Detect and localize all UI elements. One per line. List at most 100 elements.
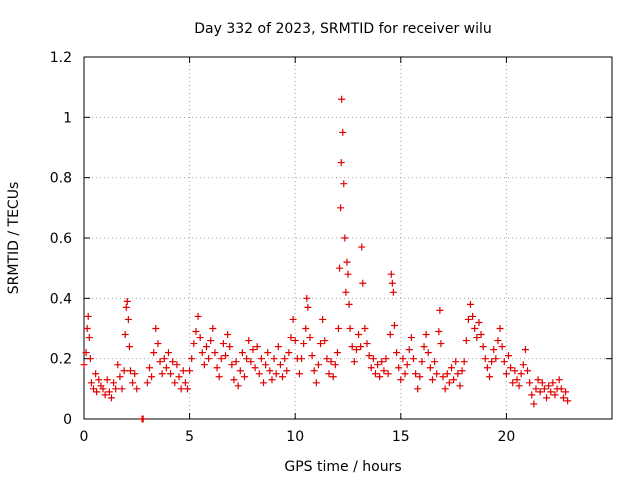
data-point — [260, 379, 268, 387]
data-point — [202, 343, 210, 351]
data-point — [435, 328, 443, 336]
data-point — [289, 315, 297, 323]
data-point — [169, 358, 177, 366]
data-point — [222, 352, 230, 360]
data-point — [337, 159, 345, 167]
data-point — [551, 391, 559, 399]
data-point — [426, 364, 434, 372]
data-point — [559, 394, 567, 402]
data-point — [342, 288, 350, 296]
data-point — [85, 334, 93, 342]
data-point — [101, 391, 109, 399]
data-point — [530, 400, 538, 408]
data-point — [83, 325, 91, 332]
data-point — [344, 270, 352, 278]
data-point — [445, 379, 453, 387]
data-point — [183, 385, 191, 393]
data-point — [249, 346, 257, 354]
y-tick-label: 0.2 — [50, 352, 72, 368]
data-point — [173, 361, 181, 369]
data-point — [337, 204, 345, 212]
data-point — [483, 364, 491, 372]
data-point — [321, 337, 329, 345]
data-point — [334, 325, 342, 332]
data-point — [555, 376, 563, 384]
data-point — [126, 367, 134, 375]
data-point — [420, 343, 428, 351]
axis-ticks: 0 0.2 0.4 0.6 0.8 1 1.2 0 5 10 15 20 — [50, 50, 612, 445]
data-point — [325, 370, 333, 378]
data-point — [287, 334, 295, 342]
data-point — [177, 385, 185, 393]
data-point — [228, 361, 236, 369]
data-point — [521, 346, 529, 354]
data-point — [121, 331, 129, 339]
data-point — [386, 331, 394, 339]
data-point — [209, 325, 217, 332]
data-point — [230, 376, 238, 384]
data-point — [378, 358, 386, 366]
data-point — [507, 364, 515, 372]
data-point — [158, 370, 166, 378]
data-point — [441, 385, 449, 393]
data-point — [376, 373, 384, 381]
data-point — [80, 361, 88, 369]
data-point — [226, 343, 234, 351]
data-point — [118, 385, 126, 393]
data-point — [454, 370, 462, 378]
data-point — [152, 325, 160, 332]
data-point — [481, 355, 489, 363]
data-point — [357, 343, 365, 351]
data-point — [547, 388, 555, 396]
data-point — [213, 364, 221, 372]
data-point — [384, 370, 392, 378]
data-point — [416, 373, 424, 381]
data-point — [428, 376, 436, 384]
data-point — [145, 364, 153, 372]
data-point — [317, 340, 325, 348]
data-point — [412, 370, 420, 378]
data-point — [243, 355, 251, 363]
data-point — [205, 355, 213, 363]
data-point — [327, 358, 335, 366]
data-point — [167, 370, 175, 378]
data-point — [401, 370, 409, 378]
data-point — [367, 364, 375, 372]
data-point — [458, 367, 466, 375]
data-point — [509, 379, 517, 387]
data-point — [253, 343, 261, 351]
data-point — [200, 361, 208, 369]
data-point — [526, 379, 534, 387]
data-point — [498, 343, 506, 351]
data-point — [390, 321, 398, 329]
data-point — [270, 355, 278, 363]
data-point — [358, 243, 366, 251]
x-tick-label: 10 — [286, 429, 304, 445]
data-point — [331, 361, 339, 369]
data-point — [84, 312, 92, 320]
data-point — [247, 358, 255, 366]
data-point — [194, 312, 202, 320]
data-point — [500, 358, 508, 366]
data-point — [87, 379, 95, 387]
data-point — [171, 379, 179, 387]
data-point — [323, 355, 331, 363]
y-tick-label: 0.4 — [50, 291, 72, 307]
data-point — [190, 340, 198, 348]
data-point — [162, 364, 170, 372]
data-point — [473, 334, 481, 342]
data-point — [505, 352, 513, 360]
data-point — [336, 264, 344, 272]
data-point — [181, 379, 189, 387]
chart-title: Day 332 of 2023, SRMTID for receiver wil… — [194, 21, 492, 37]
data-point — [462, 337, 470, 345]
data-point — [382, 355, 390, 363]
x-tick-label: 20 — [497, 429, 515, 445]
y-tick-label: 0.6 — [50, 231, 72, 247]
data-point — [475, 318, 483, 326]
data-point — [215, 373, 223, 381]
data-point — [388, 279, 396, 287]
data-point — [338, 95, 346, 103]
data-point — [456, 382, 464, 390]
